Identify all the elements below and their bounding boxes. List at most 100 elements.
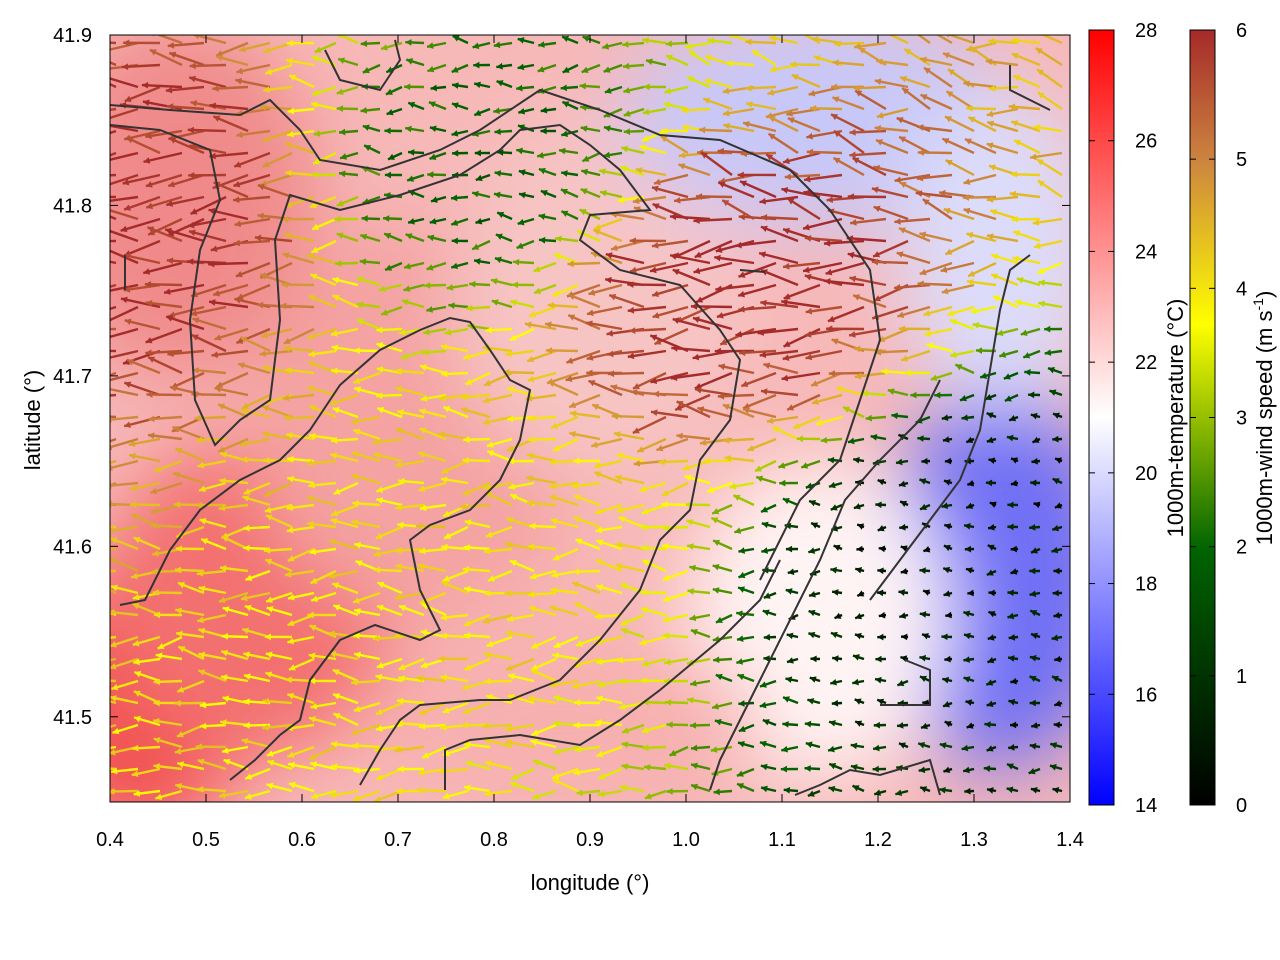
wind-arrow-head: [875, 655, 882, 663]
wind-arrow-head: [826, 325, 833, 333]
wind-arrow-head: [856, 545, 863, 553]
wind-arrow: [1040, 35, 1063, 45]
wind-arrow-head: [633, 460, 641, 467]
wind-arrow-head: [686, 518, 694, 526]
wind-arrow-head: [362, 67, 370, 74]
wind-arrow-head: [627, 306, 635, 314]
wind-arrow-head: [220, 674, 228, 681]
wind-arrow: [804, 236, 843, 243]
wind-colorbar-tick-label: 6: [1236, 20, 1247, 42]
wind-arrow-head: [375, 532, 383, 539]
wind-arrow-head: [697, 149, 704, 156]
wind-arrow-head: [832, 96, 840, 103]
wind-arrow-head: [597, 681, 605, 688]
wind-arrow-head: [333, 693, 341, 700]
wind-arrow-head: [359, 258, 367, 266]
wind-arrow-head: [353, 597, 361, 604]
wind-arrow-head: [509, 560, 517, 567]
wind-arrow-head: [729, 483, 737, 490]
wind-arrow: [233, 151, 271, 168]
wind-arrow: [627, 305, 667, 313]
wind-arrow-head: [198, 627, 206, 635]
wind-arrow: [804, 327, 843, 337]
wind-arrow-head: [827, 315, 835, 323]
wind-arrow-head: [233, 196, 240, 204]
wind-arrow-head: [555, 235, 562, 243]
wind-arrow-head: [920, 786, 928, 793]
wind-arrow-head: [693, 217, 700, 224]
wind-arrow-head: [910, 391, 917, 399]
wind-arrow-head: [265, 558, 273, 566]
wind-arrow-head: [689, 614, 697, 622]
wind-arrow-head: [1054, 700, 1062, 707]
wind-arrow: [145, 129, 183, 138]
wind-arrow-head: [329, 399, 337, 406]
wind-arrow-head: [811, 380, 819, 387]
wind-arrow-head: [110, 527, 114, 534]
wind-arrow-head: [805, 741, 813, 748]
wind-arrow-head: [622, 62, 630, 70]
wind-arrow: [760, 225, 799, 243]
wind-arrow-head: [963, 766, 970, 774]
wind-arrow-head: [924, 330, 932, 337]
wind-arrow-head: [218, 504, 226, 512]
wind-arrow-head: [77, 252, 84, 259]
wind-arrow-head: [551, 571, 559, 579]
wind-arrow-head: [1010, 721, 1017, 729]
wind-arrow: [110, 588, 117, 595]
wind-arrow-head: [552, 652, 560, 660]
wind-arrow-head: [532, 793, 540, 800]
wind-arrow-head: [483, 651, 491, 659]
wind-arrow-head: [234, 296, 242, 304]
wind-arrow-head: [807, 698, 815, 705]
wind-arrow: [851, 156, 887, 177]
wind-arrow-head: [505, 725, 512, 732]
wind-arrow-head: [143, 157, 151, 164]
wind-arrow-head: [312, 89, 320, 96]
wind-arrow-head: [506, 615, 514, 623]
wind-arrow: [110, 41, 139, 51]
wind-arrow-head: [284, 141, 292, 149]
wind-arrow-head: [921, 457, 928, 465]
wind-arrow-head: [761, 521, 769, 529]
wind-arrow-head: [429, 218, 437, 225]
wind-arrow: [110, 700, 117, 705]
wind-arrow: [143, 151, 183, 164]
wind-arrow-head: [782, 497, 790, 505]
wind-arrow-head: [663, 595, 670, 603]
wind-arrow-head: [986, 412, 994, 419]
wind-arrow-head: [757, 329, 764, 336]
wind-arrow-head: [1029, 654, 1037, 662]
wind-arrow-head: [504, 590, 511, 597]
wind-arrow-head: [174, 747, 182, 755]
wind-arrow-head: [282, 394, 290, 402]
wind-arrow-head: [681, 106, 688, 114]
wind-arrow: [167, 173, 205, 188]
wind-arrow-head: [964, 632, 971, 640]
wind-arrow-head: [943, 766, 951, 774]
wind-arrow-head: [1030, 610, 1038, 617]
wind-arrow-head: [463, 586, 471, 593]
wind-arrow-head: [598, 790, 605, 798]
wind-arrow-head: [260, 273, 268, 280]
wind-arrow-head: [111, 683, 119, 691]
wind-arrow: [823, 279, 865, 287]
wind-arrow-head: [474, 109, 482, 117]
wind-arrow-head: [849, 151, 856, 159]
wind-arrow: [123, 253, 161, 265]
wind-arrow-head: [417, 786, 424, 794]
wind-arrow: [738, 349, 777, 355]
wind-arrow-head: [566, 357, 574, 364]
wind-arrow-head: [831, 338, 839, 345]
wind-arrow-head: [198, 651, 206, 659]
wind-arrow: [213, 181, 249, 199]
wind-arrow-head: [223, 758, 231, 766]
wind-arrow-head: [666, 788, 673, 795]
wind-arrow-head: [738, 213, 746, 221]
wind-arrow-head: [330, 791, 337, 799]
wind-arrow: [759, 195, 799, 204]
wind-arrow-head: [551, 422, 559, 429]
wind-arrow-head: [604, 87, 612, 94]
wind-arrow-head: [876, 589, 884, 597]
wind-arrow-head: [707, 37, 715, 45]
